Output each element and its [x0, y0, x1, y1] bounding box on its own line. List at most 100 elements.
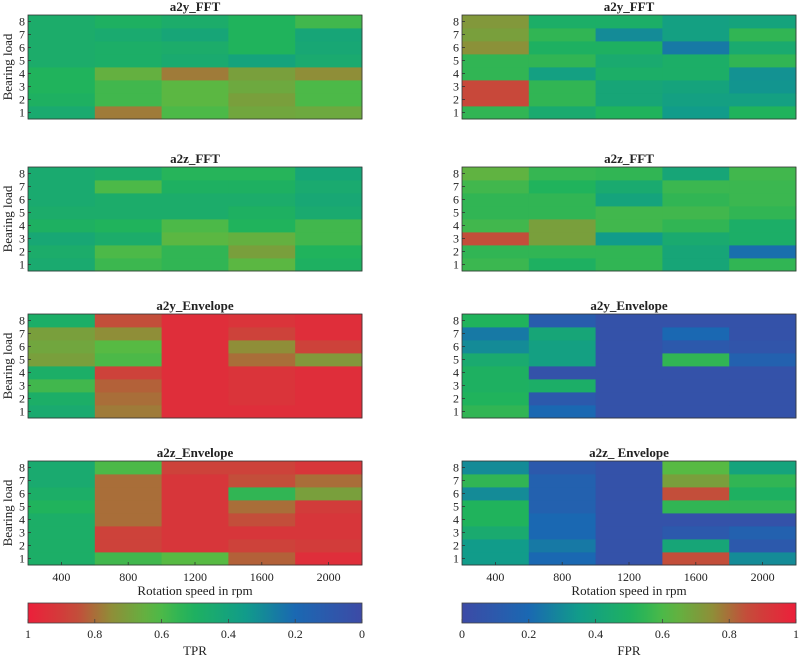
heatmap-cell — [228, 28, 296, 42]
heatmap-cell — [528, 513, 596, 527]
heatmap-cell — [729, 15, 797, 29]
heatmap-cell — [462, 67, 530, 81]
heatmap-cell — [462, 54, 530, 68]
heatmap-cell — [228, 552, 296, 566]
heatmap-cell — [729, 314, 797, 328]
heatmap-cell — [462, 258, 530, 272]
heatmap-cell — [528, 54, 596, 68]
heatmap-cell — [729, 552, 797, 566]
heatmap-cell — [28, 167, 96, 181]
heatmap-cell — [28, 513, 96, 527]
heatmap-cell — [228, 93, 296, 107]
heatmap-cell — [729, 167, 797, 181]
heatmap-cell — [528, 219, 596, 233]
heatmap-cell — [94, 180, 162, 194]
heatmap-cell — [729, 232, 797, 246]
colorbar-fpr-tick-label: 0.4 — [588, 627, 603, 641]
heatmap-cell — [94, 513, 162, 527]
heatmap-cell — [729, 526, 797, 540]
heatmap-cell — [228, 314, 296, 328]
heatmap-cell — [94, 54, 162, 68]
y-tick-label: 4 — [19, 366, 25, 380]
colorbar-fpr-tick-label: 0.2 — [521, 627, 536, 641]
heatmap-cell — [228, 539, 296, 553]
heatmap-cell — [94, 539, 162, 553]
heatmap-cell — [595, 15, 663, 29]
heatmap-cell — [161, 379, 229, 393]
heatmap-cell — [662, 232, 730, 246]
colorbar-fpr-tick-label: 1 — [793, 627, 799, 641]
heatmap-cell — [295, 245, 363, 259]
y-tick-label: 3 — [19, 526, 25, 540]
heatmap-cell — [528, 379, 596, 393]
heatmap-cell — [295, 526, 363, 540]
heatmap-cell — [295, 379, 363, 393]
heatmap-cell — [462, 526, 530, 540]
heatmap-cell — [662, 219, 730, 233]
heatmap-cell — [662, 340, 730, 354]
heatmap-cell — [94, 392, 162, 406]
heatmap-cell — [161, 193, 229, 207]
heatmap-cell — [662, 15, 730, 29]
heatmap-cell — [228, 232, 296, 246]
heatmap-cell — [662, 167, 730, 181]
heatmap-cell — [462, 539, 530, 553]
heatmap-cell — [161, 258, 229, 272]
heatmap-cell — [28, 67, 96, 81]
y-tick-label: 7 — [19, 180, 25, 194]
x-tick-label: 1200 — [183, 570, 207, 584]
heatmap-cell — [729, 539, 797, 553]
heatmap-cell — [729, 487, 797, 501]
heatmap-cell — [94, 206, 162, 220]
heatmap-cell — [528, 180, 596, 194]
heatmap-cell — [94, 80, 162, 94]
y-tick-label: 6 — [453, 487, 459, 501]
heatmap-cell — [462, 193, 530, 207]
heatmap-cell — [28, 526, 96, 540]
heatmap-cell — [595, 379, 663, 393]
heatmap-cell — [528, 392, 596, 406]
heatmap-cell — [729, 379, 797, 393]
colorbar-tpr-tick-label: 1 — [25, 627, 31, 641]
heatmap-cell — [28, 405, 96, 419]
heatmap-cell — [595, 526, 663, 540]
heatmap-cell — [462, 513, 530, 527]
heatmap-cell — [528, 487, 596, 501]
y-tick-label: 5 — [19, 54, 25, 68]
heatmap-cell — [28, 327, 96, 341]
x-tick-label: 2000 — [751, 570, 775, 584]
heatmap-cell — [161, 405, 229, 419]
heatmap-cell — [28, 340, 96, 354]
heatmap-cell — [161, 500, 229, 514]
heatmap-cell — [662, 106, 730, 120]
y-tick-label: 4 — [19, 219, 25, 233]
heatmap-cell — [595, 93, 663, 107]
heatmap-cell — [28, 366, 96, 380]
heatmap-cell — [28, 245, 96, 259]
heatmap-cell — [228, 366, 296, 380]
heatmap-cell — [662, 474, 730, 488]
heatmap-cell — [94, 219, 162, 233]
heatmap-cell — [228, 487, 296, 501]
heatmap-cell — [28, 93, 96, 107]
heatmap-cell — [94, 41, 162, 55]
heatmap-cell — [161, 54, 229, 68]
y-tick-label: 1 — [453, 405, 459, 419]
colorbar-fpr-ticks: 0 0.2 0.4 0.6 0.8 1 — [459, 619, 799, 641]
heatmap-cell — [729, 193, 797, 207]
heatmap-cell — [28, 219, 96, 233]
y-tick-label: 3 — [453, 526, 459, 540]
y-tick-label: 5 — [453, 500, 459, 514]
heatmap-cell — [161, 487, 229, 501]
y-tick-label: 7 — [453, 327, 459, 341]
heatmap-cell — [662, 327, 730, 341]
heatmap-cell — [228, 392, 296, 406]
panel-frame — [27, 14, 363, 120]
y-tick-label: 3 — [19, 379, 25, 393]
heatmap-cell — [228, 461, 296, 475]
y-tick-label: 1 — [19, 258, 25, 272]
heatmap-cell — [729, 93, 797, 107]
heatmap-cell — [729, 500, 797, 514]
y-tick-label: 8 — [453, 461, 459, 475]
heatmap-cell — [28, 232, 96, 246]
